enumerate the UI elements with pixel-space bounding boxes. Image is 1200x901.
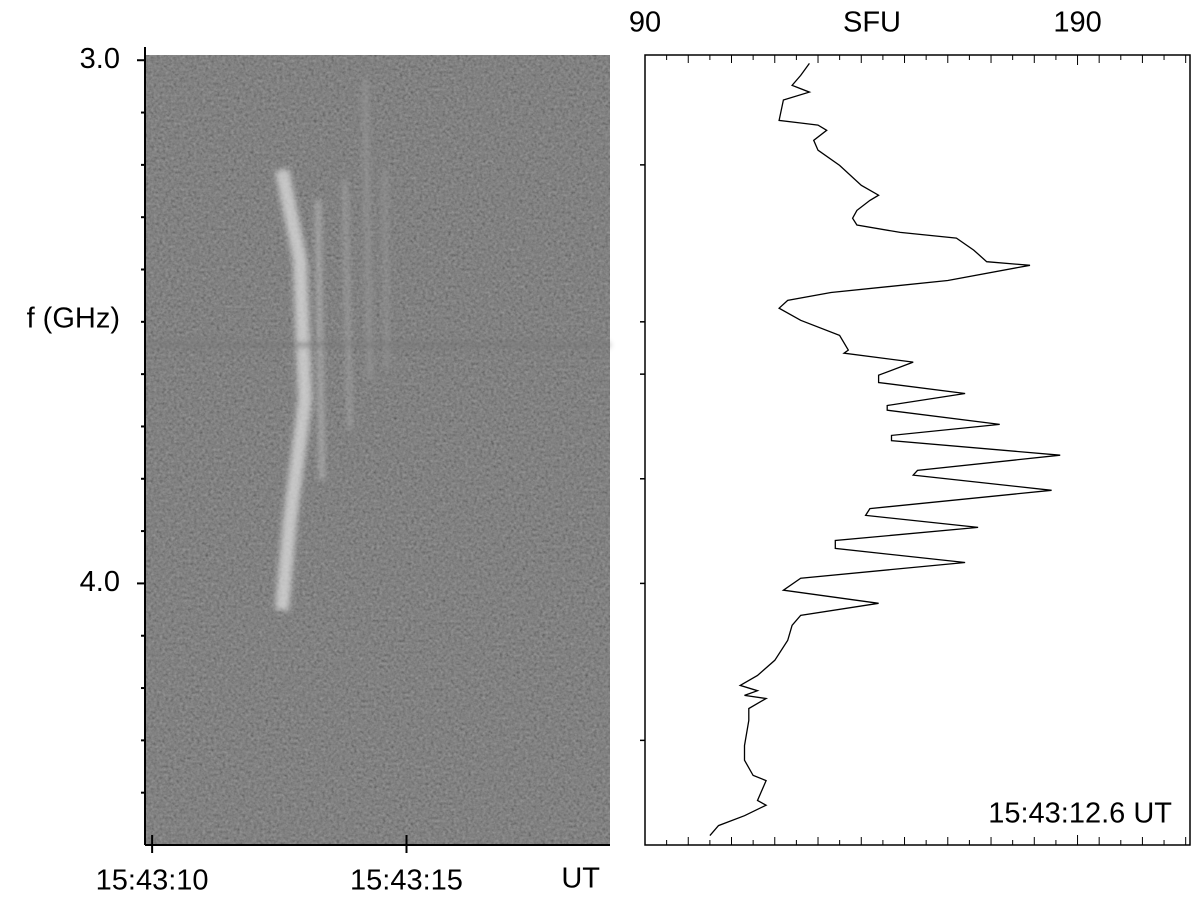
spectrogram-image xyxy=(145,55,610,845)
annotation: 15:43:12.6 UT xyxy=(988,798,1172,830)
y-tick-label: 4.0 xyxy=(80,566,120,598)
x-tick-label: 15:43:10 xyxy=(96,865,209,897)
x-tick-label: 190 xyxy=(1053,7,1101,39)
x-tick-label: 90 xyxy=(629,7,661,39)
y-axis-label: f (GHz) xyxy=(27,303,120,335)
plot-frame xyxy=(644,54,1191,846)
y-tick-label: 3.0 xyxy=(80,43,120,75)
x-tick-label: 15:43:15 xyxy=(350,865,463,897)
sfu-profile xyxy=(709,63,1061,837)
x-axis-label: UT xyxy=(561,863,600,895)
x-axis-label: SFU xyxy=(843,7,901,39)
